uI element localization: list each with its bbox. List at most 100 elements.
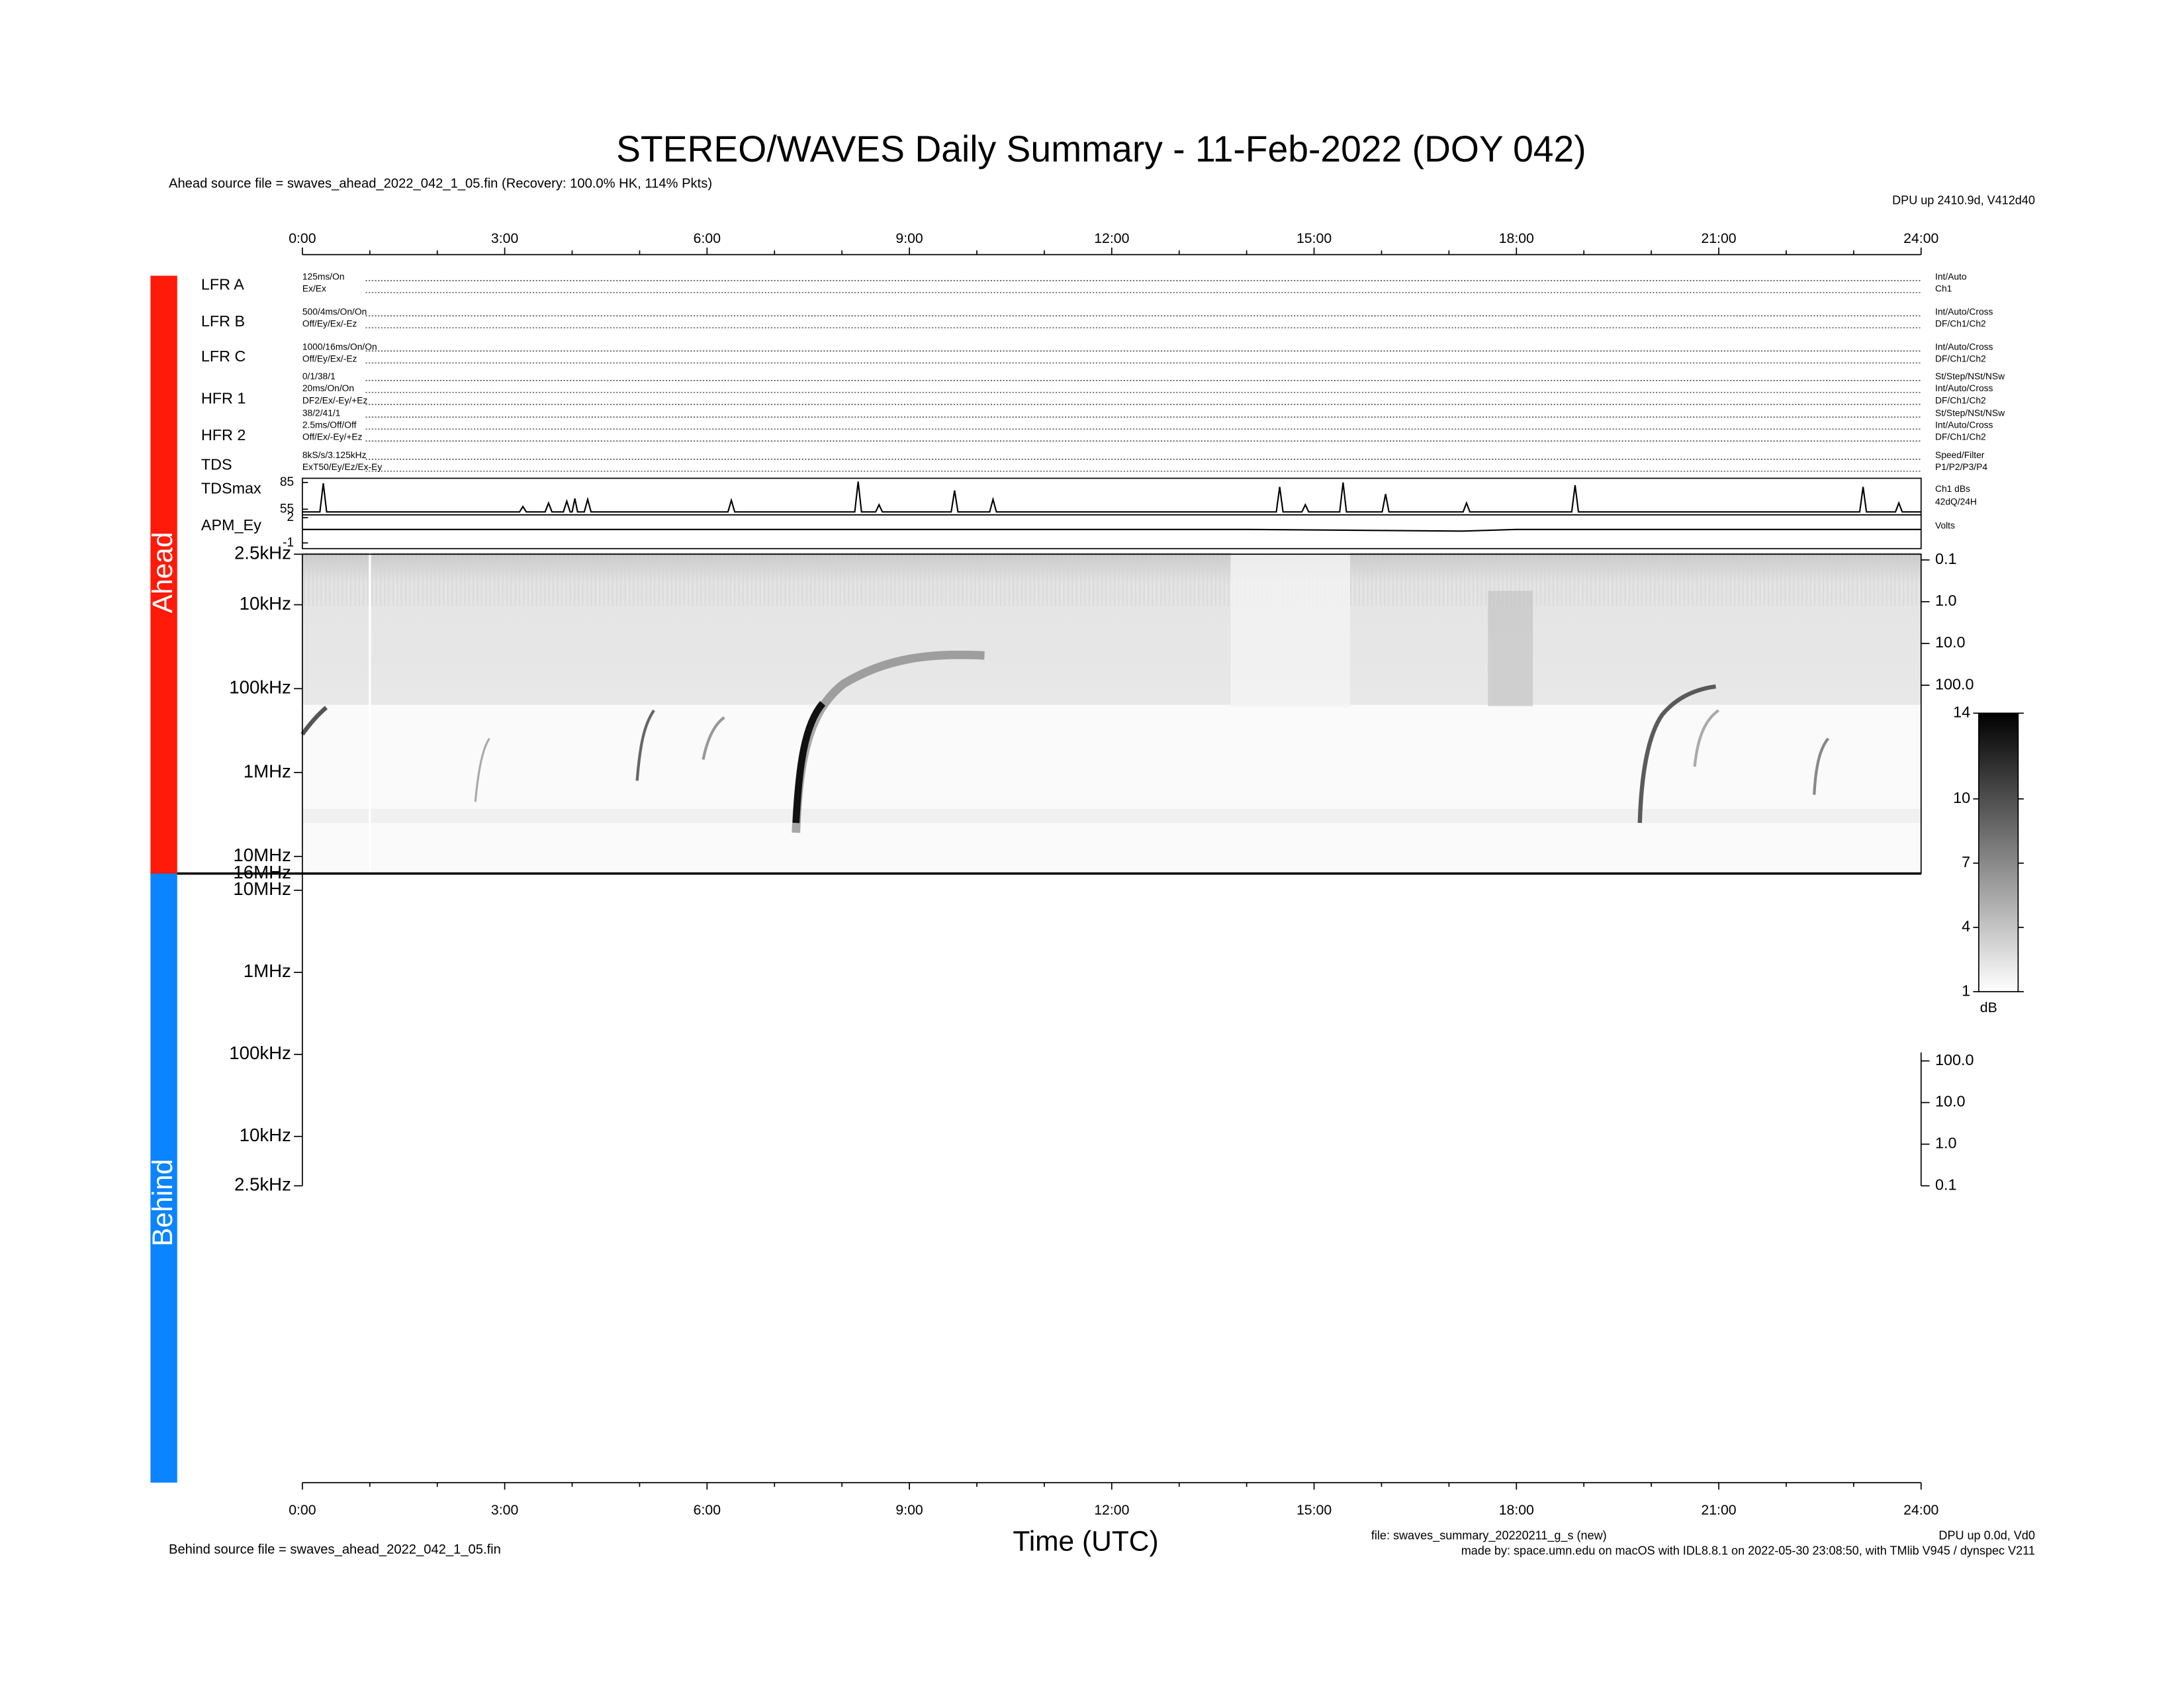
spectrogram-image [300,553,1921,874]
y-tick-label: 2 [287,510,294,524]
y-tick-label: 10MHz [233,878,291,899]
panel-label: LFR C [201,348,246,365]
colorbar-tick-label: 7 [1962,853,1970,870]
y-tick-label: -1 [283,536,294,549]
mode-setting-right: P1/P2/P3/P4 [1935,461,1987,472]
x-tick-label: 21:00 [1701,230,1736,246]
spectrogram-frame [302,553,1922,874]
trace-frame [302,514,1922,549]
y-tick-label: 100kHz [229,1043,291,1063]
mode-setting: Ex/Ex [302,283,326,293]
y-tick-label: 1MHz [244,761,291,781]
x-tick-label: 12:00 [1094,230,1129,246]
mode-setting-right: Speed/Filter [1935,449,1985,460]
mode-setting-right: Int/Auto/Cross [1935,306,1993,316]
side-bar [150,275,177,874]
x-tick-label: 21:00 [1701,1502,1736,1518]
y2-tick-label: 1.0 [1935,592,1956,609]
mode-setting: 0/1/38/1 [302,371,336,381]
colorbar-tick-label: 1 [1962,982,1970,999]
dpu-ahead: DPU up 2410.9d, V412d40 [1892,194,2035,207]
title: STEREO/WAVES Daily Summary - 11-Feb-2022… [616,128,1586,169]
panel-label: TDSmax [201,480,261,497]
trace-frame [302,477,1922,516]
mode-setting-right: St/Step/NSt/NSw [1935,407,2005,418]
x-tick-label: 24:00 [1903,230,1938,246]
y2-tick-label: 0.1 [1935,550,1956,567]
y-tick-label: 2.5kHz [234,1174,291,1195]
mode-setting: 2.5ms/Off/Off [302,419,357,430]
x-axis-label: Time (UTC) [1013,1526,1158,1557]
x-tick-label: 18:00 [1499,1502,1534,1518]
mode-setting-right: Ch1 [1935,283,1952,293]
y2-tick-label: 10.0 [1935,633,1965,651]
footer-left: Behind source file = swaves_ahead_2022_0… [169,1542,501,1557]
x-tick-label: 0:00 [289,230,316,246]
y-tick-label: 16MHz [233,862,291,882]
x-tick-label: 24:00 [1903,1502,1938,1518]
subtitle: Ahead source file = swaves_ahead_2022_04… [169,177,712,191]
x-tick-label: 0:00 [289,1502,316,1518]
mode-setting-right: DF/Ch1/Ch2 [1935,318,1986,328]
y-tick-label: 2.5kHz [234,543,291,563]
y-tick-label: 10kHz [240,593,291,614]
y2-tick-label: 100.0 [1935,675,1974,692]
colorbar-label: dB [1980,1000,1997,1015]
y-tick-label: 100kHz [229,677,291,698]
colorbar-tick-label: 4 [1962,917,1970,935]
footer-made: made by: space.umn.edu on macOS with IDL… [1461,1544,2035,1558]
mode-setting-right: DF/Ch1/Ch2 [1935,395,1986,405]
mode-setting: 38/2/41/1 [302,407,341,418]
side-label: Behind [148,1159,179,1246]
mode-setting: 1000/16ms/On/On [302,342,377,352]
mode-setting-right: Int/Auto/Cross [1935,419,1993,430]
colorbar [1978,712,2019,992]
x-tick-label: 18:00 [1499,230,1534,246]
footer-file: file: swaves_summary_20220211_g_s (new) [1371,1528,1607,1542]
mode-setting: 20ms/On/On [302,383,354,393]
panel-label: LFR B [201,312,245,330]
mode-setting-right: St/Step/NSt/NSw [1935,371,2005,381]
panel-label: HFR 2 [201,426,246,444]
x-tick-label: 6:00 [694,230,721,246]
trace-line [302,528,1921,532]
trace-unit: Volts [1935,520,1955,530]
y-tick-label: 1MHz [244,961,291,981]
y-tick-label: 55 [280,502,294,516]
panel-label: TDS [201,456,232,473]
panel-label: HFR 1 [201,390,246,407]
x-tick-label: 12:00 [1094,1502,1129,1518]
colorbar-tick-label: 10 [1953,789,1970,806]
mode-setting-right: Int/Auto/Cross [1935,383,1993,393]
y-tick-label: 10MHz [233,845,291,865]
mode-setting: Off/Ex/-Ey/+Ez [302,432,363,442]
mode-setting: Off/Ey/Ex/-Ez [302,353,357,364]
mode-setting: DF2/Ex/-Ey/+Ez [302,395,368,405]
mode-setting: Off/Ey/Ex/-Ez [302,318,357,328]
trace-unit: Ch1 dBs [1935,483,1970,494]
mode-setting-right: Int/Auto [1935,271,1967,281]
x-tick-label: 3:00 [491,1502,518,1518]
side-bar [150,873,177,1483]
mode-setting: 500/4ms/On/On [302,306,367,316]
mode-setting-right: DF/Ch1/Ch2 [1935,353,1986,364]
mode-setting-right: Int/Auto/Cross [1935,342,1993,352]
y2-tick-label: 0.1 [1935,1176,1956,1194]
mode-setting-right: DF/Ch1/Ch2 [1935,432,1986,442]
x-tick-label: 3:00 [491,230,518,246]
y2-tick-label: 1.0 [1935,1135,1956,1152]
panel-label: LFR A [201,276,244,293]
mode-setting: ExT50/Ey/Ez/Ex-Ey [302,461,382,472]
x-tick-label: 9:00 [895,1502,923,1518]
colorbar-tick-label: 14 [1953,704,1970,721]
y-tick-label: 85 [280,475,294,489]
mode-setting: 8kS/s/3.125kHz [302,449,367,460]
trace-unit: 42dQ/24H [1935,496,1977,506]
y2-tick-label: 100.0 [1935,1051,1974,1068]
x-tick-label: 6:00 [694,1502,721,1518]
x-tick-label: 9:00 [895,230,923,246]
x-tick-label: 15:00 [1297,1502,1332,1518]
x-tick-label: 15:00 [1297,230,1332,246]
